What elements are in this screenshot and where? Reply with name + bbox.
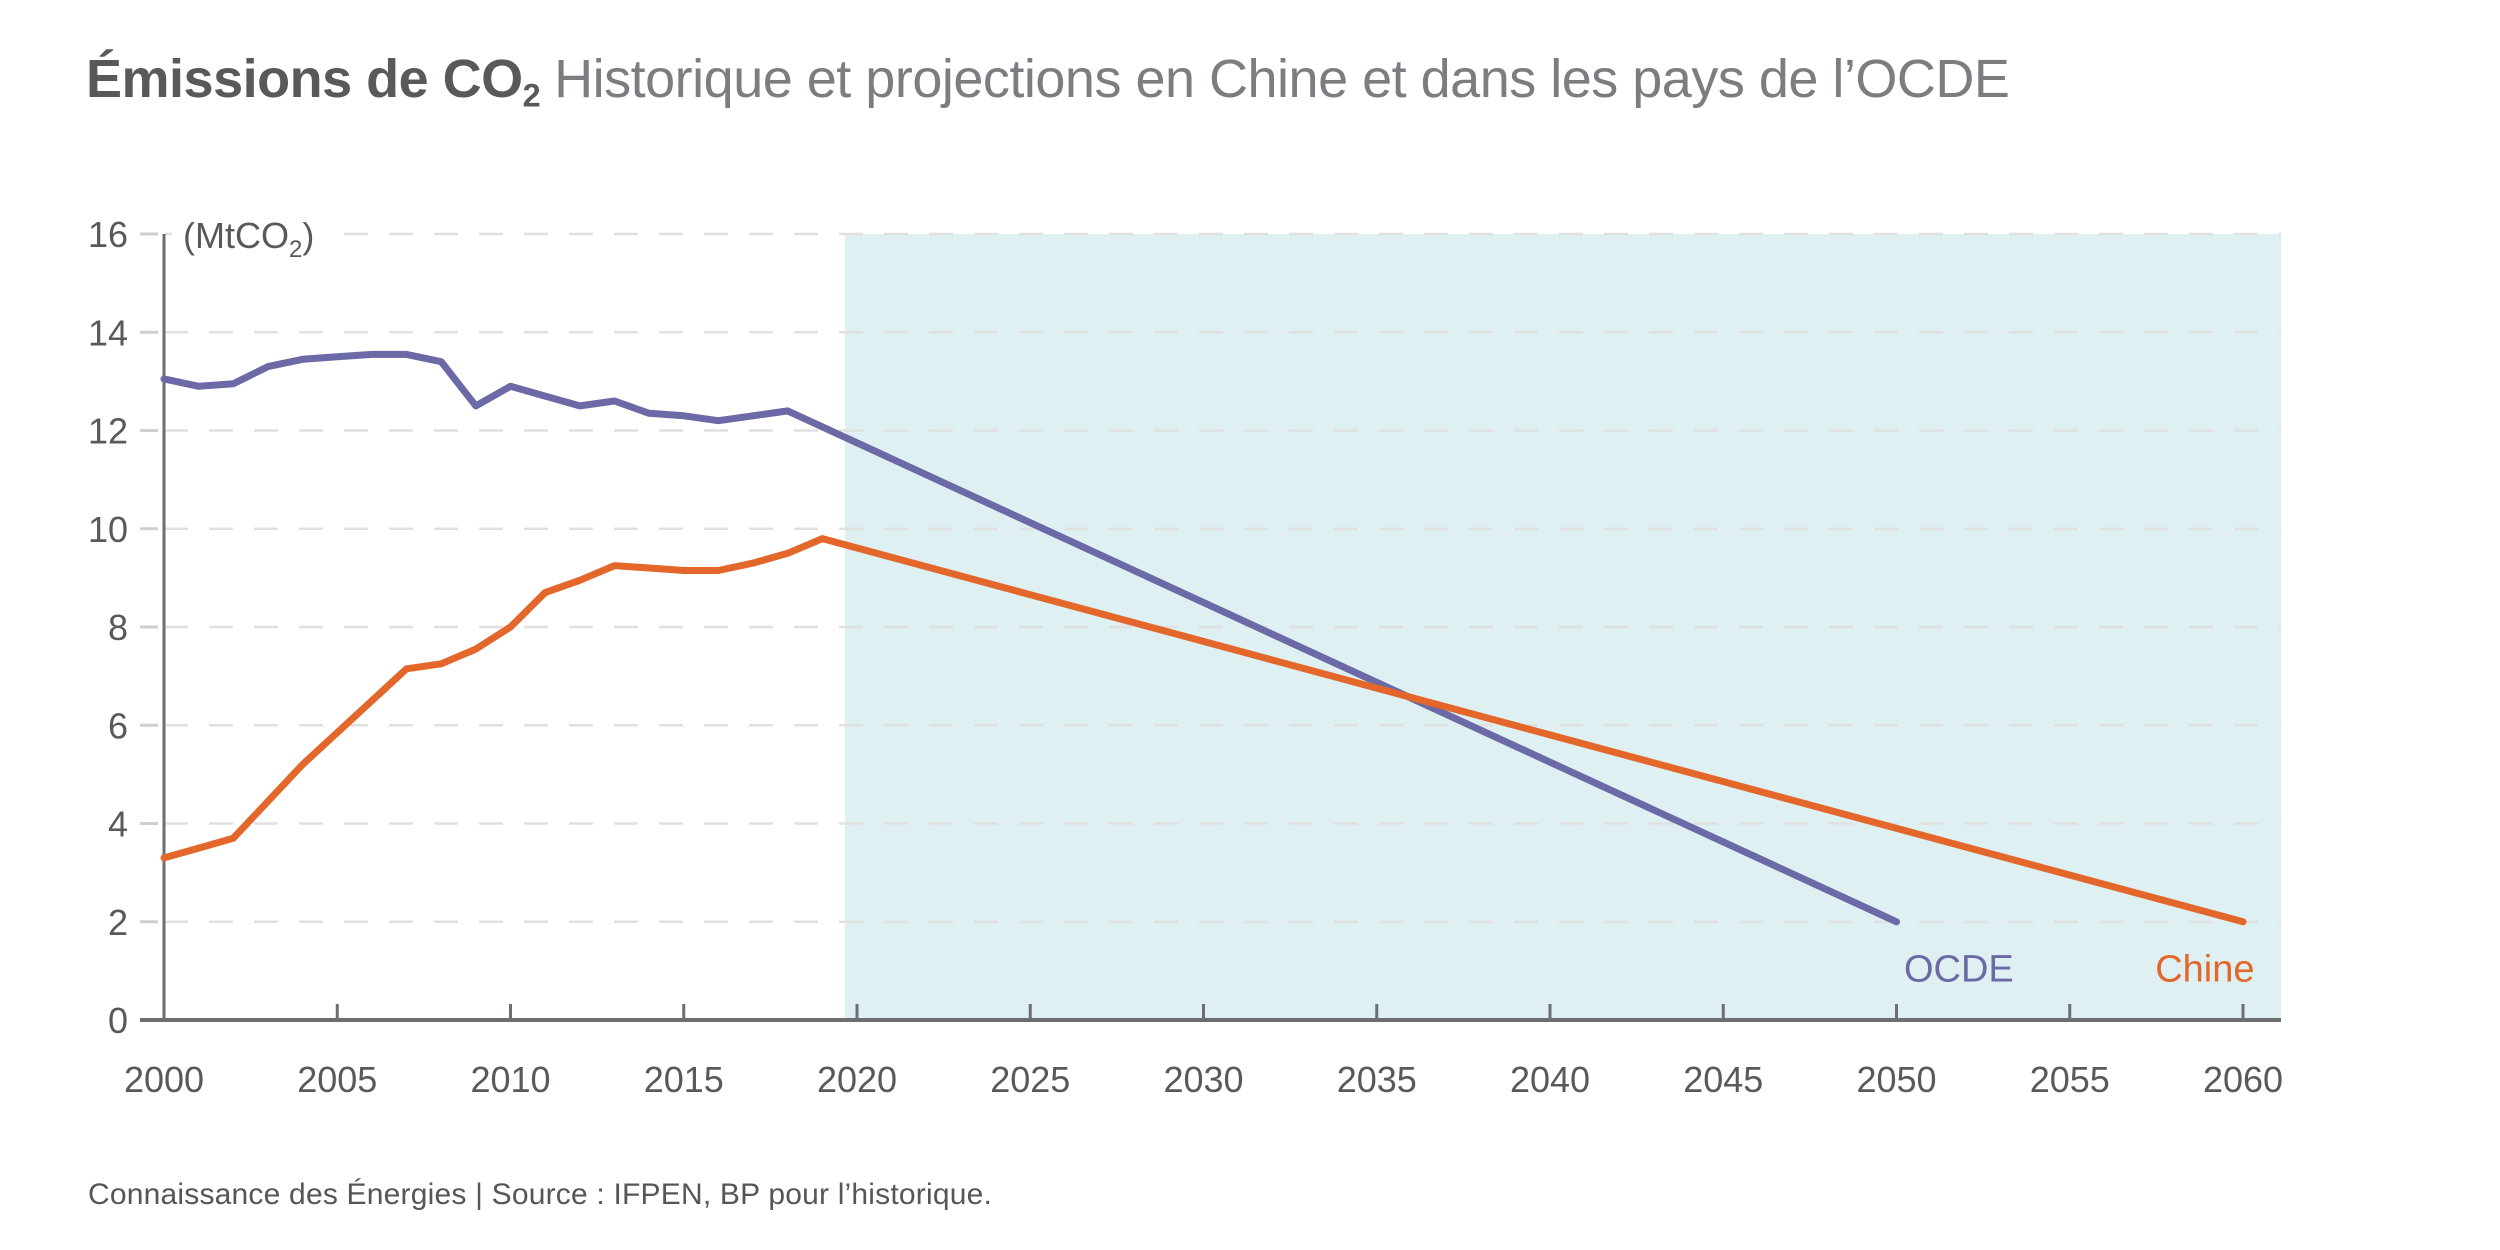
x-tick-label: 2045 <box>1683 1059 1763 1100</box>
page-title: Émissions de CO2 Historique et projection… <box>86 48 2010 115</box>
series-label-chine: Chine <box>2155 948 2254 990</box>
x-tick-label: 2035 <box>1337 1059 1417 1100</box>
series-line-ocde <box>160 350 1900 926</box>
x-tick-label: 2025 <box>990 1059 1070 1100</box>
x-tick-label: 2055 <box>2030 1059 2110 1100</box>
title-co2-subscript: 2 <box>522 77 541 114</box>
x-tick-label: 2050 <box>1856 1059 1936 1100</box>
unit-label-mask <box>172 212 344 260</box>
x-tick-label: 2020 <box>817 1059 897 1100</box>
x-tick-label: 2040 <box>1510 1059 1590 1100</box>
source-footer: Connaissance des Énergies | Source : IFP… <box>88 1178 993 1211</box>
y-tick-label: 0 <box>108 1000 128 1041</box>
title-main-text: Émissions de CO <box>86 49 523 109</box>
y-tick-label: 14 <box>88 312 128 353</box>
x-tick-label: 2000 <box>124 1059 204 1100</box>
y-tick-label: 6 <box>108 705 128 746</box>
x-tick-label: 2060 <box>2203 1059 2283 1100</box>
x-tick-label: 2010 <box>470 1059 550 1100</box>
x-tick-label: 2005 <box>297 1059 377 1100</box>
y-tick-label: 8 <box>108 607 128 648</box>
y-tick-label: 4 <box>108 804 128 845</box>
title-main: Émissions de CO2 <box>86 49 541 114</box>
x-tick-label: 2015 <box>644 1059 724 1100</box>
series-label-ocde: OCDE <box>1904 948 2014 990</box>
y-tick-label: 2 <box>108 902 128 943</box>
series-line-chine <box>160 535 2247 926</box>
x-tick-label: 2030 <box>1163 1059 1243 1100</box>
y-tick-label: 12 <box>88 411 128 452</box>
y-axis-unit-label: (MtCO2) <box>183 215 314 263</box>
title-secondary: Historique et projections en Chine et da… <box>554 49 2010 109</box>
y-tick-label: 16 <box>88 214 128 255</box>
y-tick-label: 10 <box>88 509 128 550</box>
